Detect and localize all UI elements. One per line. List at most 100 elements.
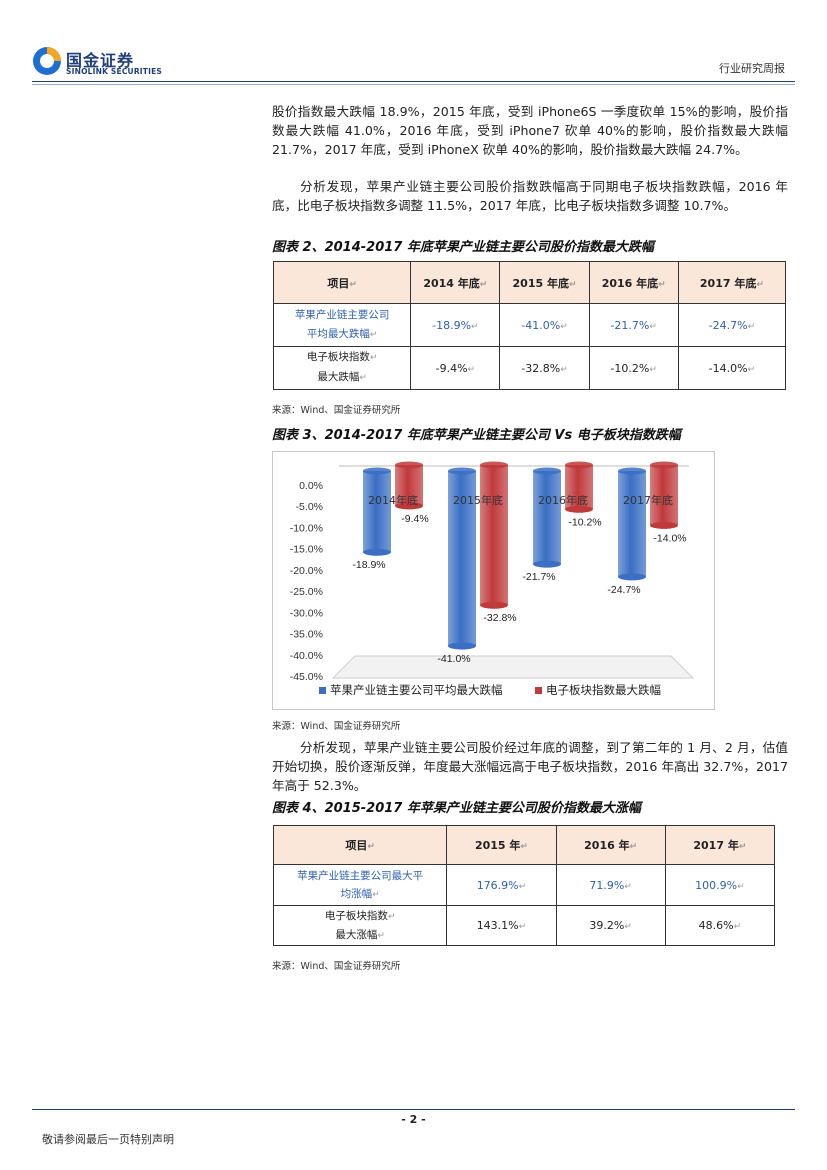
category-label: 2017年底 (623, 493, 673, 507)
table-cell: 48.6%↵ (664, 905, 776, 946)
bar-top-cap (448, 467, 476, 475)
bar (533, 471, 561, 565)
paragraph-3: 分析发现，苹果产业链主要公司股价经过年底的调整，到了第二年的 1 月、2 月，估… (272, 740, 788, 793)
y-tick-label: -45.0% (290, 671, 323, 683)
table-row: 苹果产业链主要公司最大平 均涨幅↵ 176.9%↵ 71.9%↵ 100.9%↵ (272, 864, 776, 906)
data-label: -9.4% (401, 513, 428, 525)
legend-swatch (535, 687, 542, 694)
data-label: -18.9% (352, 559, 385, 571)
page-header: 国金证券 SINOLINK SECURITIES 行业研究周报 (0, 0, 827, 85)
bar-bottom-cap (480, 601, 508, 609)
figure-2-table: 项目↵ 2014 年底↵ 2015 年底↵ 2016 年底↵ 2017 年底↵ … (272, 261, 787, 390)
bar-bottom-cap (395, 502, 423, 510)
figure-4-table: 项目↵ 2015 年↵ 2016 年↵ 2017 年↵ 苹果产业链主要公司最大平… (272, 825, 776, 946)
table-cell: -10.2%↵ (588, 346, 679, 390)
page-number: - 2 - (401, 1113, 426, 1126)
report-type: 行业研究周报 (719, 62, 785, 75)
category-label: 2015年底 (453, 493, 503, 507)
data-label: -41.0% (437, 653, 470, 665)
table-cell: -14.0%↵ (677, 346, 787, 390)
table-cell: -18.9%↵ (410, 303, 501, 347)
table-cell: -32.8%↵ (499, 346, 590, 390)
data-label: -24.7% (607, 584, 640, 596)
data-label: -32.8% (483, 612, 516, 624)
y-tick-label: -20.0% (290, 565, 323, 577)
company-logo-icon (33, 47, 61, 75)
column-header: 2015 年↵ (446, 825, 557, 865)
column-header: 项目↵ (272, 825, 448, 865)
y-tick-label: -5.0% (296, 501, 323, 513)
bar (565, 465, 593, 510)
y-tick-label: -30.0% (290, 607, 323, 619)
data-label: -10.2% (568, 516, 601, 528)
figure-2-source: 来源：Wind、国金证券研究所 (272, 405, 401, 416)
table-cell: 176.9%↵ (446, 864, 557, 906)
bar-top-cap (565, 461, 593, 469)
bar-top-cap (480, 461, 508, 469)
bar (650, 465, 678, 526)
bar-top-cap (533, 467, 561, 475)
bar (618, 471, 646, 577)
y-tick-label: -15.0% (290, 544, 323, 556)
logo-text-en: SINOLINK SECURITIES (66, 67, 163, 76)
bar-bottom-cap (363, 548, 391, 556)
table-cell: 39.2%↵ (555, 905, 666, 946)
data-label: -21.7% (522, 571, 555, 583)
figure-4-title: 图表 4、2015-2017 年苹果产业链主要公司股价指数最大涨幅 (272, 801, 641, 816)
data-label: -14.0% (653, 532, 686, 544)
legend-label: 电子板块指数最大跌幅 (546, 683, 661, 697)
bar-bottom-cap (533, 560, 561, 568)
bar-top-cap (395, 461, 423, 469)
bar-bottom-cap (650, 521, 678, 529)
column-header: 2017 年↵ (664, 825, 776, 865)
table-cell: 71.9%↵ (555, 864, 666, 906)
y-tick-label: -25.0% (290, 586, 323, 598)
bar-top-cap (363, 467, 391, 475)
bar-bottom-cap (448, 642, 476, 650)
row-label: 苹果产业链主要公司最大平 均涨幅↵ (272, 864, 448, 906)
bar (395, 465, 423, 506)
category-label: 2016年底 (538, 493, 588, 507)
bar (480, 465, 508, 606)
footer-divider (32, 1109, 795, 1110)
table-row: 电子板块指数↵ 最大涨幅↵ 143.1%↵ 39.2%↵ 48.6%↵ (272, 905, 776, 946)
table-cell: 100.9%↵ (664, 864, 776, 906)
bar-top-cap (650, 461, 678, 469)
bar (448, 471, 476, 647)
y-tick-label: -40.0% (290, 650, 323, 662)
legend-label: 苹果产业链主要公司平均最大跌幅 (330, 683, 503, 697)
column-header: 项目↵ (272, 261, 412, 304)
figure-3-source: 来源：Wind、国金证券研究所 (272, 721, 401, 732)
y-tick-label: -10.0% (290, 522, 323, 534)
paragraph-1: 股价指数最大跌幅 18.9%，2015 年底，受到 iPhone6S 一季度砍单… (272, 104, 788, 157)
y-tick-label: 0.0% (299, 480, 323, 492)
logo-text-cn: 国金证券 (66, 51, 135, 70)
table-header-row: 项目↵ 2014 年底↵ 2015 年底↵ 2016 年底↵ 2017 年底↵ (272, 261, 787, 304)
header-divider (32, 81, 795, 82)
column-header: 2017 年底↵ (677, 261, 787, 304)
table-cell: 143.1%↵ (446, 905, 557, 946)
bar (363, 471, 391, 553)
bar-chart: 0.0% -5.0% -10.0% -15.0% -20.0% -25.0% -30.0% -… (290, 461, 695, 697)
figure-2-title: 图表 2、2014-2017 年底苹果产业链主要公司股价指数最大跌幅 (272, 240, 654, 255)
column-header: 2016 年↵ (555, 825, 666, 865)
category-label: 2014年底 (368, 493, 418, 507)
row-label: 苹果产业链主要公司 平均最大跌幅↵ (272, 303, 412, 347)
table-cell: -41.0%↵ (499, 303, 590, 347)
table-header-row: 项目↵ 2015 年↵ 2016 年↵ 2017 年↵ (272, 825, 776, 865)
table-cell: -21.7%↵ (588, 303, 679, 347)
table-row: 苹果产业链主要公司 平均最大跌幅↵ -18.9%↵ -41.0%↵ -21.7%↵… (272, 303, 787, 347)
column-header: 2016 年底↵ (588, 261, 679, 304)
bar-top-cap (618, 467, 646, 475)
header-divider-light (32, 84, 795, 85)
chart-floor (331, 655, 695, 679)
table-row: 电子板块指数↵ 最大跌幅↵ -9.4%↵ -32.8%↵ -10.2%↵ -14.… (272, 346, 787, 390)
figure-3-title: 图表 3、2014-2017 年底苹果产业链主要公司 Vs 电子板块指数跌幅 (272, 428, 681, 443)
figure-4-source: 来源：Wind、国金证券研究所 (272, 961, 401, 972)
row-label: 电子板块指数↵ 最大涨幅↵ (272, 905, 448, 946)
row-label: 电子板块指数↵ 最大跌幅↵ (272, 346, 412, 390)
y-tick-label: -35.0% (290, 629, 323, 641)
table-cell: -24.7%↵ (677, 303, 787, 347)
paragraph-2: 分析发现，苹果产业链主要公司股价指数跌幅高于同期电子板块指数跌幅，2016 年底… (272, 179, 788, 213)
table-cell: -9.4%↵ (410, 346, 501, 390)
